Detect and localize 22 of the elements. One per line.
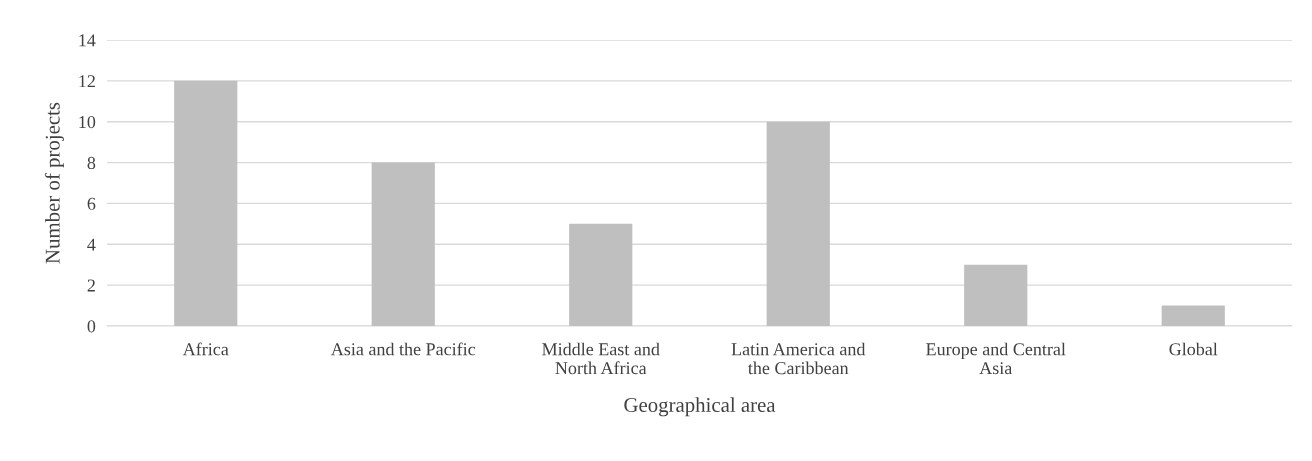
y-tick-label: 8 (87, 156, 96, 170)
bar (766, 121, 830, 326)
y-tick-label: 0 (87, 320, 96, 333)
x-tick-label: Global (1169, 342, 1218, 356)
x-tick-label: Europe and Central Asia (926, 342, 1066, 375)
y-tick-label: 2 (87, 279, 95, 292)
y-tick-label: 10 (79, 115, 96, 129)
y-tick-label: 6 (87, 197, 96, 210)
y-tick-label: 12 (79, 75, 95, 88)
x-tick-label: Asia and the Pacific (330, 342, 476, 356)
bar (371, 162, 435, 326)
bar (174, 80, 238, 326)
bar (964, 264, 1028, 326)
bar (1161, 305, 1225, 326)
x-axis-title: Geographical area (624, 397, 776, 417)
y-axis-title: Number of projects (44, 102, 64, 264)
y-tick-label: 4 (87, 238, 96, 251)
y-tick-label: 14 (79, 34, 96, 47)
bar (569, 223, 633, 326)
x-tick-label: Latin America and the Caribbean (731, 342, 866, 375)
x-tick-label: Middle East and North Africa (542, 342, 660, 375)
x-tick-label: Africa (182, 342, 229, 356)
